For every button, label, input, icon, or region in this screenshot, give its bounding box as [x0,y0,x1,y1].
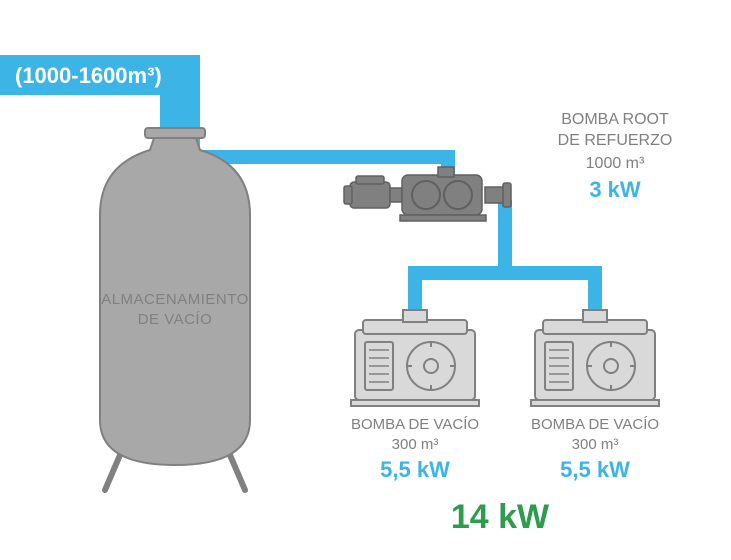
vacuum-pump-1 [351,310,479,406]
pump1-power: 5,5 kW [340,456,490,485]
pump1-title: BOMBA DE VACÍO [340,415,490,435]
booster-capacity: 1000 m³ [535,154,695,175]
pipe-manifold [408,266,602,280]
tank-leg-left [105,455,120,490]
tank-leg-right [230,455,245,490]
booster-pump [344,167,511,221]
booster-power: 3 kW [535,176,695,205]
vacuum-pump-2 [531,310,659,406]
pump2-title: BOMBA DE VACÍO [520,415,670,435]
pump2-capacity: 300 m³ [520,435,670,455]
tank-label: ALMACENAMIENTO DE VACÍO [100,290,250,329]
pump2-label-block: BOMBA DE VACÍO 300 m³ 5,5 kW [520,415,670,485]
booster-label-block: BOMBA ROOT DE REFUERZO 1000 m³ 3 kW [535,110,695,205]
pump1-capacity: 300 m³ [340,435,490,455]
pipe-to-booster-h [195,150,455,164]
pump2-power: 5,5 kW [520,456,670,485]
inlet-capacity: (1000-1600m³) [15,62,162,91]
total-power: 14 kW [400,495,600,539]
pump1-label-block: BOMBA DE VACÍO 300 m³ 5,5 kW [340,415,490,485]
booster-title: BOMBA ROOT DE REFUERZO [535,110,695,152]
